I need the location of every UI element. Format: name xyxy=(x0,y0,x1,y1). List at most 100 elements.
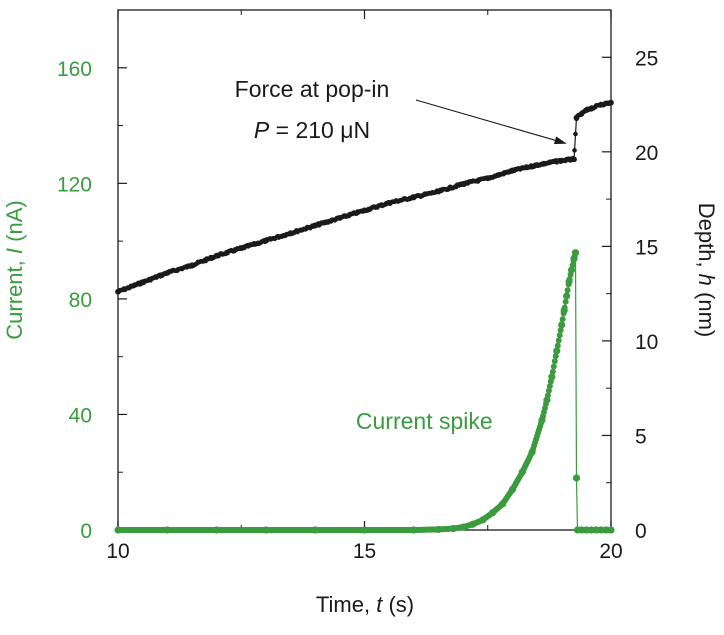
x-axis-title: Time, t (s) xyxy=(316,592,414,617)
pop-in-arrow xyxy=(415,99,567,145)
right-axis-title-suffix: (nm) xyxy=(694,286,719,337)
data-point xyxy=(312,222,319,229)
left-axis-title-prefix: Current, xyxy=(2,254,27,340)
data-point xyxy=(311,526,319,534)
data-point xyxy=(459,523,467,531)
right-tick-label: 10 xyxy=(635,331,658,354)
data-point xyxy=(560,306,568,315)
left-axis-title: Current, I (nA) xyxy=(2,200,27,339)
data-point xyxy=(435,188,442,195)
data-point xyxy=(607,526,615,534)
data-point xyxy=(460,181,466,187)
data-point xyxy=(509,167,516,174)
data-point xyxy=(336,215,343,221)
data-point xyxy=(608,99,614,106)
data-point xyxy=(555,337,562,344)
data-point xyxy=(545,387,552,394)
x-axis-title-suffix: (s) xyxy=(382,592,414,617)
data-point xyxy=(592,526,600,534)
data-point xyxy=(164,269,171,276)
series-line xyxy=(118,252,611,531)
pop-in-value: = 210 μN xyxy=(269,117,370,143)
data-point xyxy=(534,162,540,168)
data-point xyxy=(538,416,546,424)
data-point xyxy=(564,287,571,294)
x-tick-label: 10 xyxy=(106,540,129,563)
data-point xyxy=(543,396,551,404)
current-series xyxy=(114,249,615,534)
pop-in-label-line2: P = 210 μN xyxy=(254,117,370,143)
right-tick-label: 0 xyxy=(635,520,647,543)
data-point xyxy=(553,158,560,165)
data-point xyxy=(360,526,369,534)
right-axis-title-prefix: Depth, xyxy=(694,203,719,274)
data-point xyxy=(573,114,580,121)
right-axis-ticks: 0 5 10 15 20 25 xyxy=(602,47,658,543)
data-point xyxy=(449,524,457,533)
data-point xyxy=(213,252,220,259)
data-point xyxy=(361,207,368,214)
right-axis-title-var: h xyxy=(694,274,719,286)
data-point xyxy=(508,485,516,494)
data-point xyxy=(577,526,586,534)
data-point xyxy=(565,277,573,286)
data-point xyxy=(571,156,577,163)
left-tick-label: 120 xyxy=(57,173,92,196)
data-point xyxy=(115,288,121,295)
data-point xyxy=(598,101,605,108)
data-point xyxy=(582,526,590,534)
left-axis-title-var: I xyxy=(2,248,27,254)
data-point xyxy=(588,105,595,112)
left-tick-label: 160 xyxy=(57,58,92,81)
right-tick-label: 5 xyxy=(635,425,647,448)
data-point xyxy=(139,279,146,286)
data-point xyxy=(567,266,576,274)
data-point xyxy=(572,474,581,482)
data-point xyxy=(263,237,269,244)
data-point xyxy=(518,468,526,476)
left-axis-ticks: 0 40 80 120 160 xyxy=(57,58,127,543)
right-tick-label: 20 xyxy=(635,142,658,165)
data-point xyxy=(551,358,558,365)
data-point xyxy=(410,526,418,534)
pop-in-label-line1: Force at pop-in xyxy=(235,76,390,102)
left-tick-label: 0 xyxy=(80,520,92,543)
pop-in-var: P xyxy=(254,117,270,143)
data-point xyxy=(469,520,477,528)
data-point xyxy=(557,327,564,334)
data-point xyxy=(549,368,556,375)
data-point xyxy=(548,373,556,381)
data-point xyxy=(546,383,553,390)
data-point xyxy=(498,500,507,508)
current-spike-label: Current spike xyxy=(356,408,493,434)
data-point xyxy=(114,526,122,534)
x-tick-label: 20 xyxy=(599,540,622,563)
data-point xyxy=(563,292,571,300)
data-point xyxy=(570,254,578,263)
data-point xyxy=(550,363,557,370)
data-point xyxy=(572,148,577,153)
x-tick-label: 15 xyxy=(353,540,376,563)
left-axis-title-suffix: (nA) xyxy=(2,200,27,248)
data-point xyxy=(287,230,294,237)
data-point xyxy=(489,509,497,517)
data-point xyxy=(571,249,580,257)
data-point xyxy=(479,516,487,524)
data-point xyxy=(262,526,270,534)
data-point xyxy=(583,107,590,114)
right-axis-title: Depth, h (nm) xyxy=(694,203,719,338)
right-tick-label: 25 xyxy=(635,47,658,70)
data-point xyxy=(410,194,417,201)
data-point xyxy=(559,316,566,323)
data-point xyxy=(552,353,559,360)
data-point xyxy=(238,245,245,252)
data-point xyxy=(587,526,595,534)
data-point xyxy=(163,526,171,534)
data-point xyxy=(573,131,578,137)
data-point xyxy=(597,526,605,534)
data-point xyxy=(213,526,221,534)
data-point xyxy=(556,332,563,339)
data-point xyxy=(578,111,585,117)
data-point xyxy=(602,526,610,534)
